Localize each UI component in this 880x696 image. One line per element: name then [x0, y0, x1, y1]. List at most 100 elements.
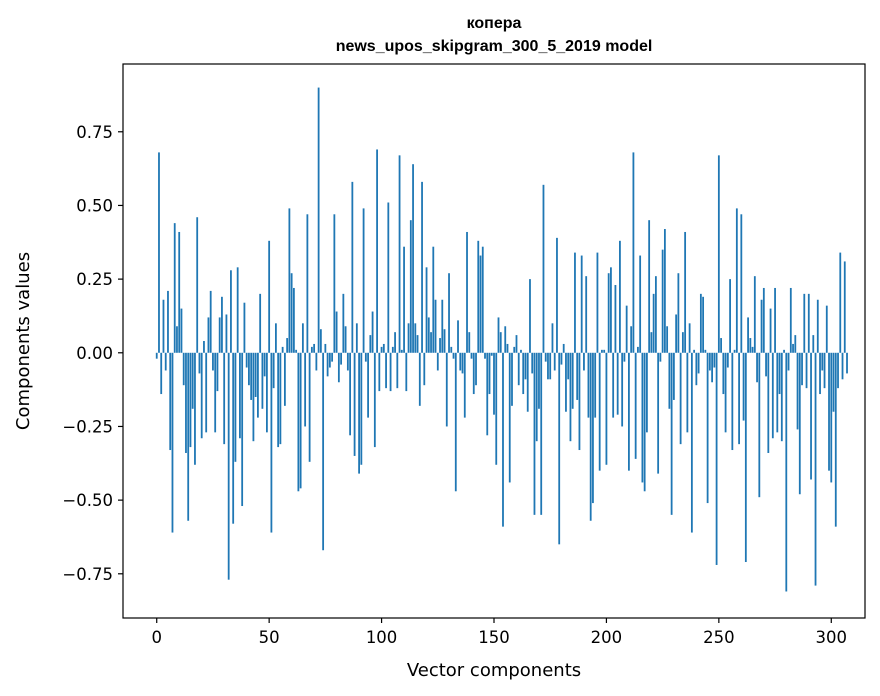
chart-title-line-2: news_upos_skipgram_300_5_2019 model — [336, 38, 653, 55]
bar-component-114 — [412, 164, 414, 353]
bar-component-210 — [628, 352, 630, 471]
bar-component-306 — [843, 261, 846, 353]
bar-component-216 — [641, 352, 644, 483]
bar-component-134 — [457, 320, 459, 353]
bar-component-85 — [346, 352, 349, 371]
bar-component-126 — [439, 338, 441, 353]
bar-component-199 — [603, 349, 606, 353]
bar-component-190 — [583, 352, 585, 371]
chart-title-line-1: копера — [467, 15, 522, 32]
bar-component-60 — [290, 273, 293, 353]
bar-component-95 — [369, 335, 372, 353]
bar-component-22 — [205, 352, 208, 433]
bar-component-41 — [248, 352, 250, 386]
bar-component-94 — [367, 352, 369, 418]
bar-component-121 — [427, 317, 430, 353]
y-tick-label: −0.25 — [62, 417, 113, 436]
bar-component-91 — [360, 352, 363, 465]
bar-component-294 — [816, 299, 819, 353]
bar-component-38 — [241, 352, 244, 507]
bar-component-221 — [652, 293, 655, 353]
bar-component-31 — [225, 314, 228, 353]
bar-component-14 — [187, 352, 190, 521]
bar-component-113 — [409, 220, 412, 353]
bar-component-185 — [571, 352, 574, 409]
bar-component-169 — [535, 352, 538, 442]
bar-component-265 — [751, 346, 754, 353]
y-axis-label: Components values — [13, 252, 34, 430]
bar-component-103 — [387, 202, 390, 353]
bar-component-27 — [216, 352, 219, 392]
bar-component-246 — [708, 352, 711, 371]
bar-component-70 — [313, 343, 316, 353]
bar-component-249 — [715, 352, 718, 565]
bar-component-230 — [672, 352, 675, 400]
bar-component-75 — [324, 343, 327, 353]
bar-component-273 — [769, 308, 772, 353]
bar-component-295 — [819, 352, 821, 395]
bar-component-263 — [747, 317, 749, 353]
bar-component-90 — [358, 352, 360, 474]
y-tick-label: −0.50 — [62, 491, 113, 510]
bar-component-202 — [610, 267, 612, 353]
bar-component-267 — [756, 352, 758, 383]
bar-component-259 — [738, 352, 740, 445]
bar-component-279 — [783, 349, 785, 353]
bar-component-108 — [398, 155, 401, 353]
bar-component-204 — [614, 285, 617, 353]
bar-component-274 — [771, 352, 774, 439]
bar-component-5 — [167, 290, 169, 353]
bar-component-234 — [681, 332, 684, 353]
bar-component-240 — [695, 352, 698, 386]
bar-component-201 — [607, 273, 610, 353]
bar-component-74 — [322, 352, 325, 551]
bar-component-264 — [749, 338, 752, 353]
bar-component-198 — [601, 349, 603, 353]
bar-component-241 — [697, 352, 700, 374]
bar-component-293 — [814, 352, 817, 586]
bar-component-84 — [344, 326, 347, 353]
bar-component-156 — [506, 343, 509, 353]
bar-component-23 — [207, 317, 210, 353]
bar-component-195 — [594, 352, 597, 418]
bar-component-247 — [711, 352, 713, 383]
bar-component-56 — [281, 346, 284, 353]
bar-component-291 — [810, 352, 812, 480]
bar-component-24 — [209, 290, 212, 353]
bar-component-50 — [268, 240, 271, 353]
bar-component-172 — [542, 184, 545, 353]
bar-component-237 — [688, 323, 691, 353]
bar-component-76 — [326, 352, 329, 377]
bar-component-71 — [315, 352, 318, 371]
bar-component-228 — [668, 352, 671, 409]
bar-component-79 — [333, 214, 336, 353]
bar-component-184 — [569, 352, 572, 442]
bar-component-49 — [266, 352, 268, 433]
bar-component-9 — [176, 326, 178, 353]
bar-component-282 — [789, 287, 792, 353]
bar-component-253 — [724, 352, 727, 433]
bar-component-33 — [230, 270, 232, 353]
bar-component-96 — [371, 311, 374, 353]
bar-component-256 — [731, 352, 734, 451]
bar-component-140 — [470, 352, 473, 359]
x-tick-label: 150 — [478, 628, 510, 647]
y-tick-label: 0.50 — [76, 196, 113, 215]
y-tick-label: −0.75 — [62, 565, 113, 584]
bar-component-175 — [549, 352, 552, 380]
bar-component-162 — [520, 349, 522, 353]
bar-component-54 — [277, 352, 280, 448]
bar-component-260 — [740, 214, 743, 353]
bar-component-10 — [178, 231, 181, 353]
bar-component-286 — [798, 352, 801, 495]
bar-component-227 — [666, 326, 669, 353]
bar-component-28 — [218, 317, 221, 353]
bar-component-222 — [654, 276, 657, 353]
bar-component-217 — [643, 352, 646, 492]
bar-component-4 — [164, 352, 167, 371]
bar-component-125 — [436, 352, 439, 371]
bar-component-287 — [801, 352, 803, 386]
bar-component-102 — [385, 352, 387, 389]
bar-component-0 — [155, 352, 158, 359]
